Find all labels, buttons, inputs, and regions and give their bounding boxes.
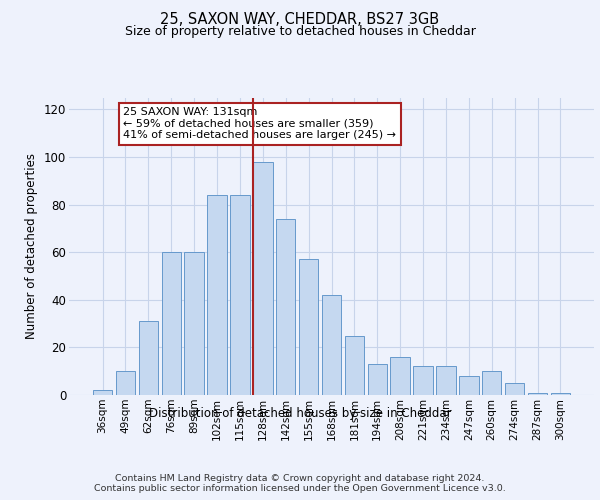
Bar [551, 392, 570, 395]
Y-axis label: Number of detached properties: Number of detached properties [25, 153, 38, 340]
Text: Size of property relative to detached houses in Cheddar: Size of property relative to detached ho… [125, 25, 475, 38]
Bar [528, 392, 547, 395]
Text: Contains HM Land Registry data © Crown copyright and database right 2024.
Contai: Contains HM Land Registry data © Crown c… [94, 474, 506, 494]
Bar [116, 371, 135, 395]
Bar [391, 357, 410, 395]
Bar [161, 252, 181, 395]
Text: Distribution of detached houses by size in Cheddar: Distribution of detached houses by size … [149, 408, 451, 420]
Text: 25 SAXON WAY: 131sqm
← 59% of detached houses are smaller (359)
41% of semi-deta: 25 SAXON WAY: 131sqm ← 59% of detached h… [123, 107, 396, 140]
Bar [139, 321, 158, 395]
Bar [505, 383, 524, 395]
Bar [276, 219, 295, 395]
Bar [459, 376, 479, 395]
Bar [208, 195, 227, 395]
Bar [436, 366, 455, 395]
Bar [322, 295, 341, 395]
Text: 25, SAXON WAY, CHEDDAR, BS27 3GB: 25, SAXON WAY, CHEDDAR, BS27 3GB [160, 12, 440, 28]
Bar [368, 364, 387, 395]
Bar [413, 366, 433, 395]
Bar [93, 390, 112, 395]
Bar [482, 371, 502, 395]
Bar [230, 195, 250, 395]
Bar [299, 260, 319, 395]
Bar [344, 336, 364, 395]
Bar [184, 252, 204, 395]
Bar [253, 162, 272, 395]
